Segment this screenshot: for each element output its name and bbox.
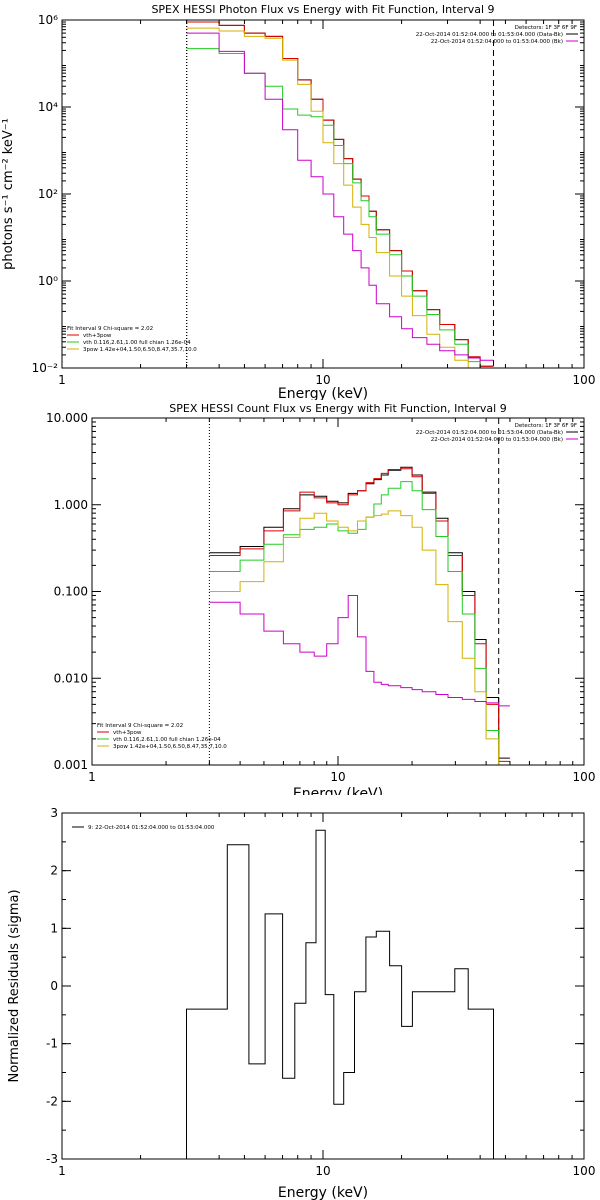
fit-legend-entry: vth 0.116,2.61,1.00 full chian 1.26e-04: [83, 340, 191, 346]
y-tick-label: -2: [46, 1094, 58, 1108]
x-tick-label: 1: [88, 770, 96, 784]
series-total: [209, 468, 510, 762]
y-axis-label: Normalized Residuals (sigma): [7, 889, 22, 1082]
y-tick-label: 0.100: [54, 585, 88, 599]
fit-legend-entry: vth+3pow: [83, 333, 112, 339]
x-tick-label: 100: [573, 1164, 596, 1178]
legend-entry: 22-Oct-2014 01:52:04.000 to 01:53:04.000…: [431, 437, 563, 443]
series-pow: [209, 510, 500, 765]
fit-legend-header: Fit Interval 9 Chi-square = 2.02: [97, 723, 183, 729]
legend-entry: 22-Oct-2014 01:52:04.000 to 01:53:04.000…: [416, 430, 563, 436]
fit-legend-entry: 3pow 1.42e+04,1.50,6.50,8.47,35.7,10.0: [83, 347, 197, 353]
y-tick-label: -3: [46, 1152, 58, 1166]
y-tick-label: 10⁶: [38, 13, 58, 27]
legend-header: Detectors: 1F 3F 6F 9F: [515, 423, 577, 429]
fit-legend-entry: vth 0.116,2.61,1.00 full chian 1.26e-04: [113, 737, 221, 743]
chart-title: SPEX HESSI Count Flux vs Energy with Fit…: [169, 402, 506, 415]
y-tick-label: 10⁰: [38, 274, 58, 288]
x-tick-label: 10: [330, 770, 345, 784]
series-bk: [209, 595, 510, 707]
y-tick-label: 0.010: [54, 671, 88, 685]
x-tick-label: 100: [573, 770, 596, 784]
x-axis-label: Energy (keV): [278, 386, 368, 400]
y-tick-label: 10⁻²: [32, 361, 59, 375]
x-axis-label: Energy (keV): [278, 1185, 368, 1200]
x-tick-label: 100: [573, 373, 596, 387]
series-resid: [186, 829, 494, 1159]
chart-title: SPEX HESSI Photon Flux vs Energy with Fi…: [151, 3, 494, 16]
y-tick-label: 10²: [38, 187, 58, 201]
y-axis-label: photons s⁻¹ cm⁻² keV⁻¹: [1, 118, 16, 270]
series-vth: [186, 48, 481, 368]
plot-frame: [61, 812, 585, 1160]
plot-frame: [91, 417, 585, 766]
x-tick-label: 10: [315, 373, 330, 387]
fit-legend-entry: vth+3pow: [113, 730, 142, 736]
y-tick-label: 3: [50, 806, 58, 820]
series-bk: [186, 32, 494, 361]
x-tick-label: 10: [315, 1164, 330, 1178]
series-data: [209, 466, 510, 759]
fit-legend-entry: 3pow 1.42e+04,1.50,6.50,8.47,35.7,10.0: [113, 744, 227, 750]
legend-header: Detectors: 1F 3F 6F 9F: [515, 25, 577, 31]
count-flux-chart: SPEX HESSI Count Flux vs Energy with Fit…: [46, 402, 596, 795]
y-tick-label: 1.000: [54, 498, 88, 512]
y-tick-label: 0.001: [54, 758, 88, 772]
plot-area: [208, 418, 510, 765]
series-total: [186, 21, 494, 367]
legend-entry: 22-Oct-2014 01:52:04.000 to 01:53:04.000…: [431, 39, 563, 45]
series-data: [186, 21, 494, 367]
fit-legend-header: Fit Interval 9 Chi-square = 2.02: [67, 326, 153, 332]
y-tick-label: 10⁴: [38, 100, 58, 114]
y-tick-label: -1: [46, 1037, 58, 1051]
plot-area: [186, 829, 494, 1159]
series-vth: [209, 481, 500, 765]
residual-legend-entry: 9: 22-Oct-2014 01:52:04.000 to 01:53:04.…: [88, 825, 215, 831]
legend-entry: 22-Oct-2014 01:52:04.000 to 01:53:04.000…: [416, 32, 563, 38]
y-tick-label: 2: [50, 864, 58, 878]
series-pow: [186, 27, 469, 368]
y-tick-label: 0: [50, 979, 58, 993]
y-tick-label: 1: [50, 921, 58, 935]
residuals-chart: 1 10 100 -3 -2 -1 0 1 2 3 Energy (keV) Normalized R…: [7, 806, 596, 1200]
x-tick-label: 1: [58, 373, 66, 387]
y-tick-label: 10.000: [46, 411, 88, 425]
photon-flux-chart: SPEX HESSI Photon Flux vs Energy with Fi…: [1, 3, 596, 400]
x-axis-label: Energy (keV): [293, 786, 383, 795]
plot-area: [186, 20, 494, 368]
x-tick-label: 1: [58, 1164, 66, 1178]
